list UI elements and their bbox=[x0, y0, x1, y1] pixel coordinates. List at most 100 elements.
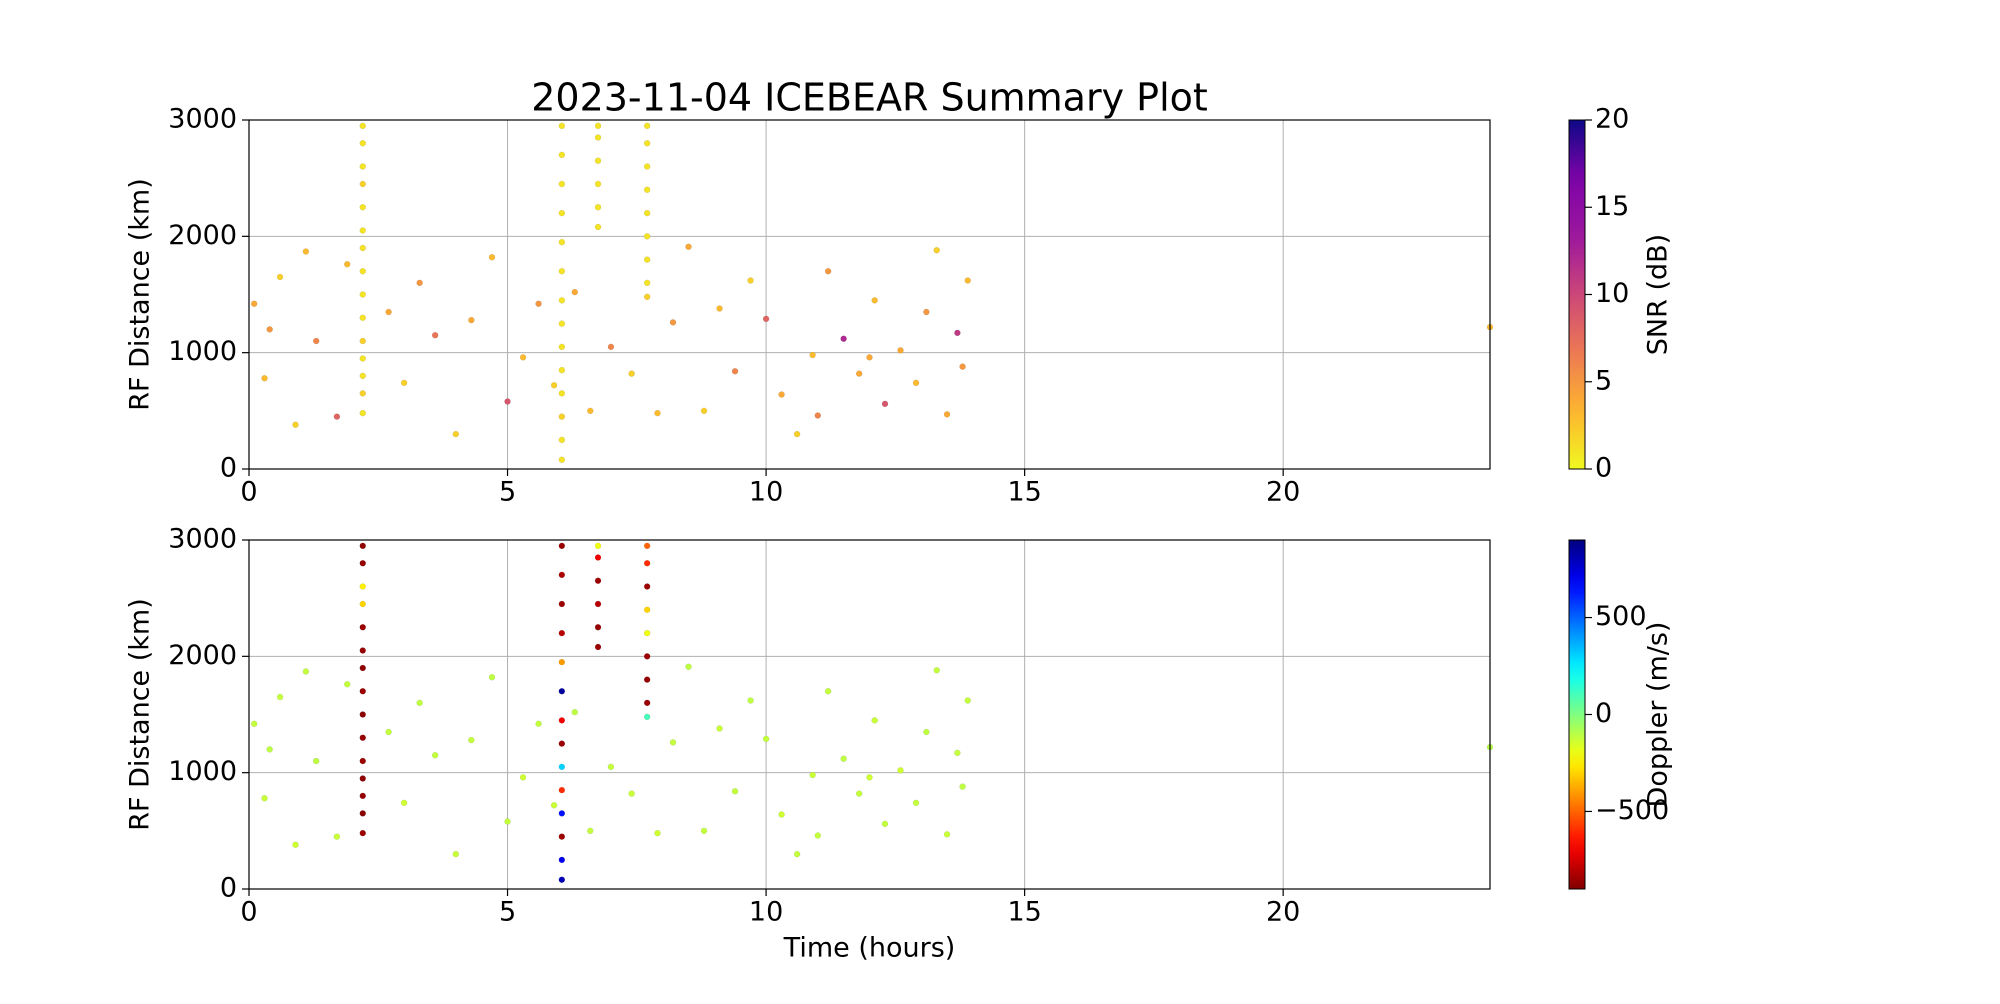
scatter-point bbox=[964, 277, 971, 284]
scatter-point bbox=[762, 315, 770, 323]
scatter-point bbox=[897, 767, 904, 774]
x-tick-label: 0 bbox=[240, 477, 257, 508]
scatter-point bbox=[359, 337, 367, 345]
scatter-point bbox=[359, 775, 367, 782]
scatter-point bbox=[594, 223, 602, 231]
scatter-point bbox=[824, 267, 832, 275]
scatter-point bbox=[488, 674, 496, 681]
scatter-point bbox=[558, 122, 566, 130]
scatter-point bbox=[731, 788, 739, 795]
colorbar-tick-label: 0 bbox=[1595, 453, 1612, 484]
y-tick-label: 3000 bbox=[168, 524, 237, 555]
scatter-point bbox=[840, 755, 847, 762]
scatter-point bbox=[700, 827, 708, 835]
scatter-point bbox=[558, 366, 566, 374]
scatter-point bbox=[558, 390, 566, 397]
scatter-point bbox=[261, 375, 268, 382]
scatter-point bbox=[643, 560, 651, 567]
scatter-point bbox=[359, 291, 367, 298]
scatter-point bbox=[871, 297, 878, 304]
scatter-point bbox=[866, 774, 873, 781]
scatter-point bbox=[855, 370, 863, 377]
scatter-point bbox=[302, 668, 310, 675]
colorbar-tick-label: 500 bbox=[1595, 601, 1647, 632]
scatter-point bbox=[359, 314, 367, 322]
scatter-point bbox=[558, 717, 566, 724]
scatter-point bbox=[558, 600, 566, 608]
scatter-point bbox=[964, 697, 971, 704]
scatter-point bbox=[359, 711, 367, 718]
scatter-point bbox=[359, 244, 367, 252]
scatter-point bbox=[587, 407, 594, 415]
scatter-point bbox=[292, 421, 299, 429]
scatter-point bbox=[558, 413, 566, 420]
scatter-point bbox=[643, 140, 651, 147]
scatter-point bbox=[333, 413, 341, 420]
scatter-point bbox=[594, 122, 602, 130]
scatter-point bbox=[643, 653, 651, 660]
scatter-point bbox=[643, 256, 651, 263]
scatter-point bbox=[519, 774, 527, 781]
scatter-point bbox=[628, 370, 635, 377]
colorbar-tick-label: 5 bbox=[1595, 365, 1612, 396]
scatter-point bbox=[359, 542, 367, 550]
scatter-point bbox=[912, 379, 920, 387]
scatter-point bbox=[669, 739, 677, 746]
scatter-point bbox=[266, 746, 273, 753]
scatter-point bbox=[312, 757, 320, 765]
scatter-point bbox=[359, 734, 367, 742]
scatter-point bbox=[923, 308, 930, 316]
scatter-point bbox=[276, 693, 284, 701]
scatter-point bbox=[558, 542, 566, 550]
scatter-point bbox=[571, 288, 579, 296]
scatter-point bbox=[292, 841, 299, 849]
scatter-point bbox=[954, 329, 961, 337]
scatter-point bbox=[643, 629, 651, 637]
scatter-point bbox=[359, 355, 367, 362]
scatter-point bbox=[333, 833, 341, 840]
scatter-point bbox=[302, 248, 310, 255]
scatter-point bbox=[250, 720, 258, 728]
scatter-point bbox=[504, 818, 511, 825]
scatter-point bbox=[881, 400, 889, 408]
scatter-point bbox=[814, 412, 822, 419]
scatter-point bbox=[793, 850, 801, 858]
scatter-point bbox=[643, 293, 651, 301]
scatter-point bbox=[881, 820, 889, 828]
scatter-point bbox=[716, 725, 723, 732]
scatter-point bbox=[558, 571, 566, 579]
scatter-point bbox=[643, 676, 651, 683]
y-tick-label: 0 bbox=[220, 453, 237, 484]
scatter-point bbox=[468, 736, 475, 744]
scatter-point bbox=[643, 713, 651, 721]
scatter-point bbox=[359, 829, 367, 837]
plot-frame bbox=[248, 119, 1491, 470]
scatter-point bbox=[452, 430, 460, 438]
scatter-point bbox=[685, 663, 692, 671]
scatter-point bbox=[943, 411, 951, 418]
scatter-point bbox=[359, 583, 367, 590]
scatter-point bbox=[654, 829, 661, 837]
scatter-point bbox=[778, 811, 785, 818]
scatter-point bbox=[643, 699, 651, 707]
colorbar-tick-label: −500 bbox=[1595, 795, 1669, 826]
scatter-point bbox=[959, 783, 966, 790]
colorbar-label: SNR (dB) bbox=[1643, 234, 1674, 355]
colorbar-tick-label: 20 bbox=[1595, 104, 1629, 135]
scatter-point bbox=[594, 180, 602, 188]
scatter-point bbox=[558, 436, 566, 444]
x-tick-label: 20 bbox=[1266, 897, 1300, 928]
scatter-point bbox=[594, 542, 602, 550]
scatter-point bbox=[943, 831, 951, 838]
scatter-point bbox=[558, 740, 566, 747]
scatter-point bbox=[535, 300, 542, 308]
scatter-point bbox=[558, 856, 566, 864]
scatter-point bbox=[359, 267, 367, 275]
scatter-point bbox=[643, 542, 651, 550]
scatter-point bbox=[840, 335, 847, 342]
scatter-point bbox=[359, 687, 367, 695]
scatter-point bbox=[359, 560, 367, 567]
plot-frame bbox=[248, 539, 1491, 890]
scatter-point bbox=[731, 368, 739, 375]
scatter-point bbox=[654, 409, 661, 417]
